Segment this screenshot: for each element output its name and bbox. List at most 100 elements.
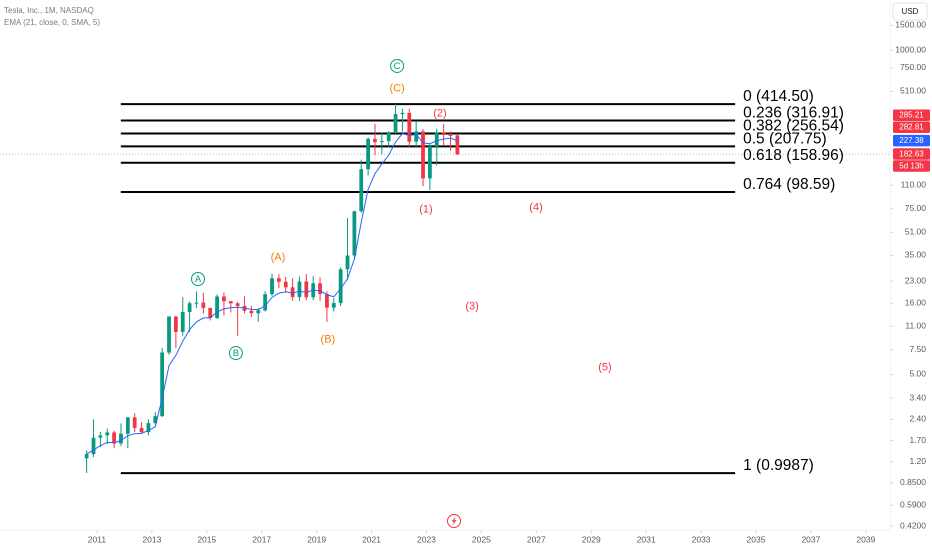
candle-body <box>331 303 336 308</box>
price-tag <box>893 121 930 134</box>
x-tick-label: 2019 <box>307 534 326 544</box>
y-tick-label: 0.5900 <box>900 500 926 510</box>
y-tick-label: 750.00 <box>900 62 926 72</box>
alert-bolt[interactable] <box>451 516 457 526</box>
countdown-tag <box>893 160 930 172</box>
y-tick-label: 1.20 <box>909 456 926 466</box>
wave-label: (3) <box>465 300 478 312</box>
candle-body <box>448 134 453 136</box>
candle-body <box>345 255 350 270</box>
candle-body <box>455 135 460 155</box>
candle-body <box>276 278 281 282</box>
wave-label: (1) <box>419 203 432 215</box>
y-tick-label: 35.00 <box>905 250 927 260</box>
alert-icon[interactable] <box>447 514 461 528</box>
symbol-title: Tesla, Inc., 1M, NASDAQ <box>4 6 94 15</box>
x-tick-label: 2033 <box>692 534 711 544</box>
candle-body <box>139 427 144 433</box>
fib-level-label: 0.382 (256.54) <box>743 117 844 134</box>
wave-label: (5) <box>598 361 611 373</box>
y-tick-label: 1500.00 <box>895 20 926 30</box>
candle-body <box>146 423 151 433</box>
candle-body <box>359 169 364 212</box>
candle-body <box>119 433 123 444</box>
candle-body <box>153 416 158 424</box>
candle-body <box>270 278 274 295</box>
price-tag-label: 227.38 <box>899 136 924 145</box>
y-tick-label: 1.70 <box>909 435 926 445</box>
price-tag <box>893 109 930 122</box>
currency-button[interactable] <box>892 2 928 21</box>
wave-label: B <box>233 348 239 359</box>
candle-body <box>160 352 165 417</box>
candle-body <box>180 311 185 332</box>
candle-body <box>441 132 446 135</box>
candle-body <box>98 435 103 438</box>
candle-body <box>393 114 398 134</box>
x-tick-label: 2029 <box>582 534 601 544</box>
candle-body <box>400 112 405 115</box>
wave-label: (B) <box>321 333 336 345</box>
candle-body <box>194 302 199 304</box>
candle-body <box>173 316 178 332</box>
price-tag-label: 285.21 <box>899 111 924 120</box>
candle-body <box>187 303 192 312</box>
fib-level-label: 0.764 (98.59) <box>743 176 835 193</box>
candle-body <box>215 296 219 319</box>
candle-body <box>352 211 357 256</box>
price-tag-label: 282.81 <box>899 123 924 132</box>
candle-body <box>407 112 412 142</box>
candle-body <box>414 131 419 142</box>
candle-body <box>256 310 261 314</box>
countdown-label: 5d 13h <box>899 161 923 170</box>
candles <box>84 104 460 473</box>
candle-body <box>297 281 302 297</box>
x-tick-label: 2023 <box>417 534 436 544</box>
candle-body <box>386 133 391 142</box>
candle-body <box>366 138 370 170</box>
candle-body <box>283 281 288 288</box>
wave-label: (4) <box>529 201 542 213</box>
x-tick-label: 2015 <box>197 534 216 544</box>
candle-body <box>167 316 171 353</box>
candle-body <box>132 417 137 428</box>
y-tick-label: 0.4200 <box>900 520 926 530</box>
currency-label[interactable]: USD <box>902 7 919 16</box>
y-tick-label: 75.00 <box>905 203 927 213</box>
candle-body <box>421 131 425 179</box>
candle-body <box>373 138 377 143</box>
candle-body <box>325 293 329 308</box>
candle-body <box>235 303 240 306</box>
price-tag-label: 182.63 <box>899 149 924 158</box>
y-tick-label: 110.00 <box>901 180 927 190</box>
candle-body <box>428 146 432 179</box>
price-tag <box>893 134 930 147</box>
x-tick-label: 2037 <box>801 534 820 544</box>
y-tick-label: 23.00 <box>905 275 927 285</box>
fib-level-label: 0.5 (207.75) <box>743 130 827 147</box>
candle-body <box>84 454 89 459</box>
y-tick-label: 7.50 <box>909 344 926 354</box>
y-tick-label: 0.8500 <box>900 477 926 487</box>
wave-label-circle <box>190 271 205 286</box>
y-tick-label: 510.00 <box>900 86 926 96</box>
candle-body <box>263 294 268 311</box>
y-tick-label: 3.40 <box>909 392 926 402</box>
x-tick-label: 2013 <box>142 534 161 544</box>
candle-body <box>434 132 439 147</box>
wave-label: (A) <box>271 251 286 263</box>
x-tick-label: 2039 <box>856 534 875 544</box>
fib-level-label: 1 (0.9987) <box>743 457 814 474</box>
x-tick-label: 2021 <box>362 534 381 544</box>
wave-label: (2) <box>433 107 446 119</box>
candle-body <box>304 281 309 298</box>
y-tick-label: 1000.00 <box>895 44 926 54</box>
fib-level-label: 0.236 (316.91) <box>743 105 844 122</box>
x-tick-label: 2031 <box>637 534 656 544</box>
candle-body <box>222 296 226 302</box>
y-tick-label: 11.00 <box>905 320 926 330</box>
y-tick-label: 2.40 <box>909 414 926 424</box>
candle-body <box>338 269 343 304</box>
